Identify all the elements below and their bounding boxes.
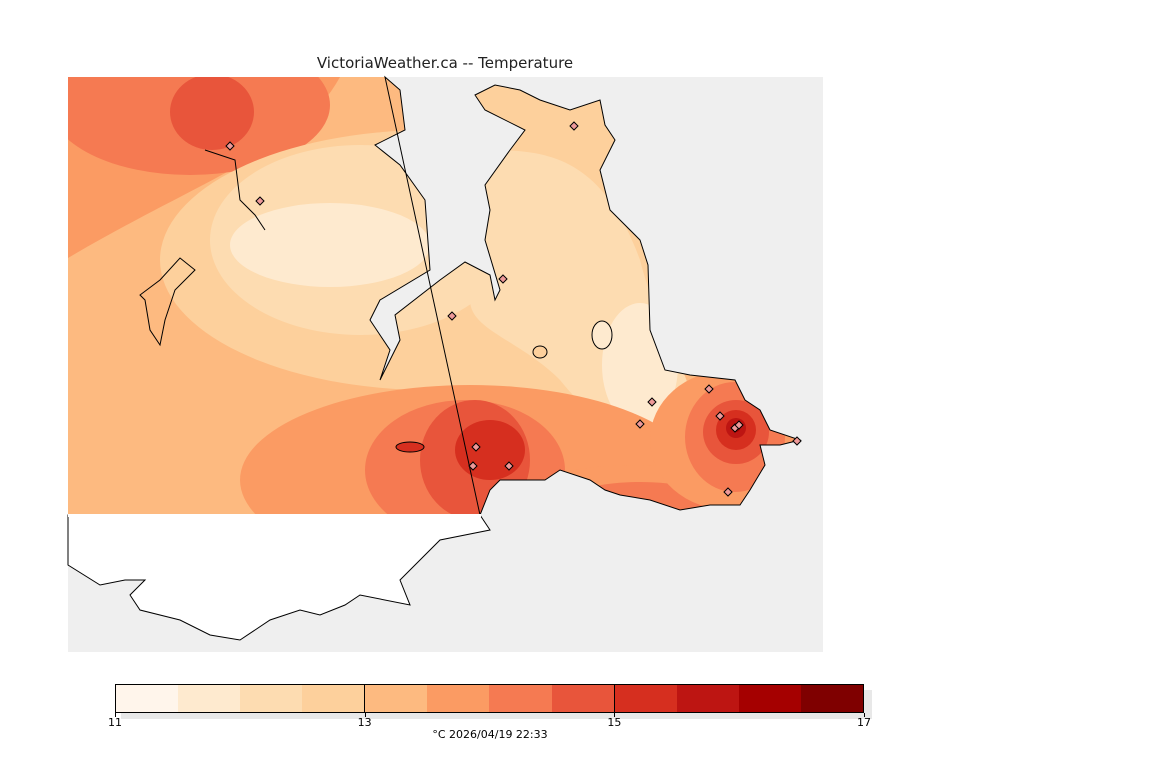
station-marker [704, 384, 714, 394]
colorbar-tick-label: 15 [607, 716, 622, 729]
island-outline [532, 345, 548, 359]
station-marker [734, 420, 744, 430]
lake-outline [139, 257, 196, 347]
island-outline [591, 320, 613, 350]
colorbar-cell [738, 685, 801, 712]
station-marker [792, 436, 802, 446]
station-marker [569, 121, 579, 131]
station-marker [255, 196, 265, 206]
colorbar-cell [364, 685, 428, 712]
colorbar-cell [551, 685, 614, 712]
colorbar-tick-label: 13 [357, 716, 372, 729]
station-marker [468, 461, 478, 471]
station-marker [715, 411, 725, 421]
island-outline [395, 441, 425, 453]
colorbar-cell [302, 685, 365, 712]
colorbar-cell [116, 685, 179, 712]
station-marker [504, 461, 514, 471]
station-marker [635, 419, 645, 429]
station-marker [498, 274, 508, 284]
colorbar-cell [676, 685, 739, 712]
colorbar-subtitle: °C 2026/04/19 22:33 [432, 728, 548, 741]
colorbar-tick-label: 17 [857, 716, 871, 729]
weather-stations [225, 121, 802, 497]
colorbar-cell [240, 685, 303, 712]
station-marker [723, 487, 733, 497]
map-title: VictoriaWeather.ca -- Temperature [316, 54, 574, 72]
colorbar-tick [614, 713, 616, 717]
coastline [369, 75, 802, 517]
colorbar-tick-label: 11 [108, 716, 122, 729]
station-marker [471, 442, 481, 452]
river-outline [204, 149, 266, 231]
colorbar-tick [115, 713, 116, 717]
station-marker [225, 141, 235, 151]
colorbar-cell [178, 685, 241, 712]
station-marker [647, 397, 657, 407]
colorbar-cell [800, 685, 863, 712]
colorbar-cell [489, 685, 552, 712]
colorbar-tick [864, 713, 865, 717]
colorbar-cell [613, 685, 677, 712]
station-marker [447, 311, 457, 321]
colorbar-tick [364, 713, 366, 717]
washington-land [67, 514, 491, 641]
colorbar-cell [427, 685, 490, 712]
colorbar [115, 684, 864, 713]
